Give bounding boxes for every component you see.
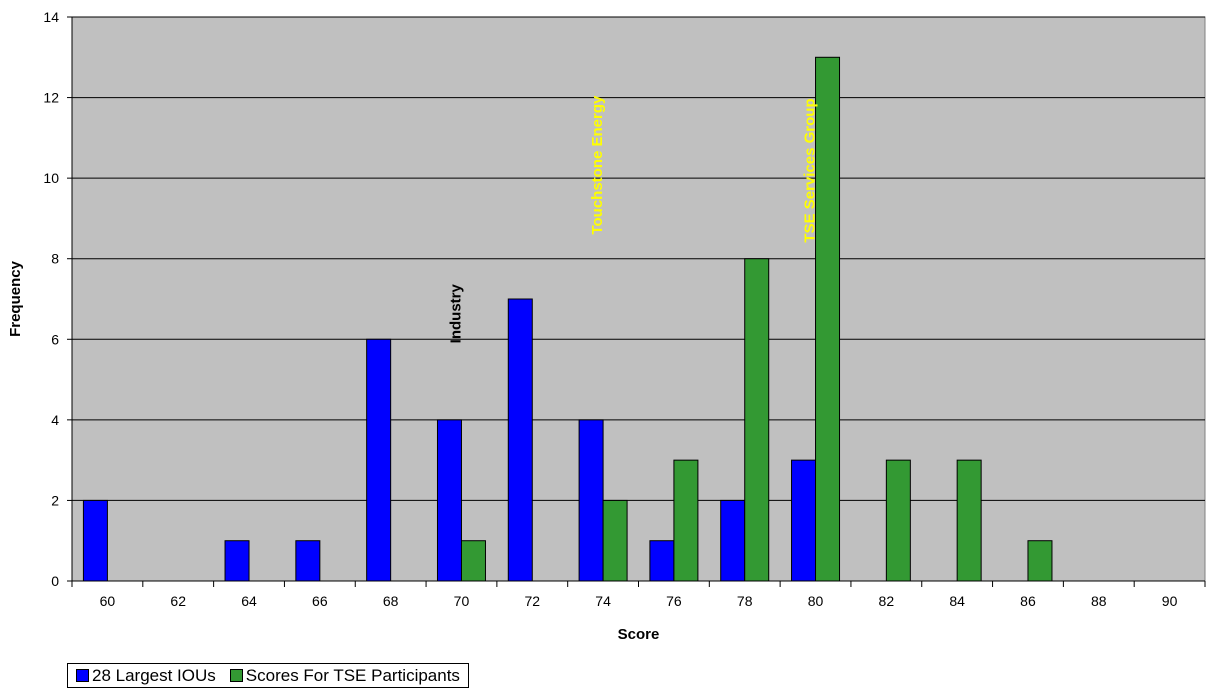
bar-ious-66 bbox=[295, 540, 321, 582]
legend: 28 Largest IOUs Scores For TSE Participa… bbox=[67, 663, 469, 688]
bar-ious-74 bbox=[578, 419, 604, 582]
bar-ious-78 bbox=[720, 499, 746, 582]
x-tick-label: 66 bbox=[312, 593, 328, 609]
x-tick-label: 68 bbox=[383, 593, 399, 609]
bar-tse-70 bbox=[460, 540, 486, 582]
annotation-label: Touchstone Energy bbox=[589, 95, 606, 235]
legend-swatch-ious bbox=[76, 669, 89, 682]
y-tick-label: 8 bbox=[51, 251, 59, 267]
legend-label-ious: 28 Largest IOUs bbox=[92, 665, 216, 685]
y-tick-label: 12 bbox=[43, 90, 59, 106]
y-tick-label: 6 bbox=[51, 331, 59, 347]
legend-swatch-tse bbox=[229, 669, 243, 682]
x-tick-label: 86 bbox=[1020, 593, 1036, 609]
x-tick-label: 70 bbox=[454, 593, 470, 609]
bar-ious-76 bbox=[649, 540, 675, 582]
x-tick-label: 82 bbox=[879, 593, 895, 609]
annotation-label: TSE Services Group bbox=[802, 98, 819, 242]
x-tick-label: 60 bbox=[100, 593, 116, 609]
x-tick-label: 80 bbox=[808, 593, 824, 609]
bar-ious-60 bbox=[82, 499, 108, 582]
legend-label-tse: Scores For TSE Participants bbox=[245, 665, 460, 685]
x-axis-ticks: 60 62 64 66 68 70 72 74 76 78 80 82 84 86 88 90 bbox=[71, 17, 1206, 609]
bar-ious-72 bbox=[507, 298, 533, 582]
bar-tse-80 bbox=[815, 56, 841, 582]
x-tick-label: 84 bbox=[949, 593, 965, 609]
x-tick-label: 64 bbox=[241, 593, 257, 609]
y-tick-label: 0 bbox=[51, 573, 59, 589]
y-tick-label: 4 bbox=[51, 412, 59, 428]
y-tick-label: 14 bbox=[43, 9, 59, 25]
x-tick-label: 78 bbox=[737, 593, 753, 609]
x-tick-label: 90 bbox=[1162, 593, 1178, 609]
legend-item-tse: Scores For TSE Participants bbox=[229, 665, 460, 686]
bar-tse-82 bbox=[885, 459, 911, 582]
bars bbox=[82, 56, 1053, 582]
bar-ious-64 bbox=[224, 540, 250, 582]
x-tick-label: 88 bbox=[1091, 593, 1107, 609]
annotations: Industry Touchstone Energy TSE Services Gr… bbox=[447, 95, 818, 343]
y-tick-label: 2 bbox=[51, 492, 59, 508]
y-axis-label: Frequency bbox=[7, 260, 24, 337]
bar-tse-86 bbox=[1027, 540, 1053, 582]
legend-item-ious: 28 Largest IOUs bbox=[76, 666, 216, 686]
bar-tse-74 bbox=[602, 499, 628, 582]
x-axis-label: Score bbox=[618, 626, 660, 643]
plot-area bbox=[71, 16, 1206, 582]
x-tick-label: 62 bbox=[170, 593, 186, 609]
gridlines bbox=[72, 16, 1205, 501]
annotation-label: Industry bbox=[447, 283, 464, 343]
bar-ious-80 bbox=[791, 459, 817, 582]
bar-ious-70 bbox=[436, 419, 462, 582]
y-axis-ticks: 0 2 4 6 8 10 12 14 bbox=[43, 9, 72, 589]
bar-tse-84 bbox=[956, 459, 982, 582]
x-tick-label: 74 bbox=[595, 593, 611, 609]
bar-tse-78 bbox=[744, 258, 770, 582]
bar-ious-68 bbox=[366, 338, 392, 582]
y-tick-label: 10 bbox=[43, 170, 59, 186]
bar-tse-76 bbox=[673, 459, 699, 582]
x-tick-label: 76 bbox=[666, 593, 682, 609]
x-tick-label: 72 bbox=[524, 593, 540, 609]
